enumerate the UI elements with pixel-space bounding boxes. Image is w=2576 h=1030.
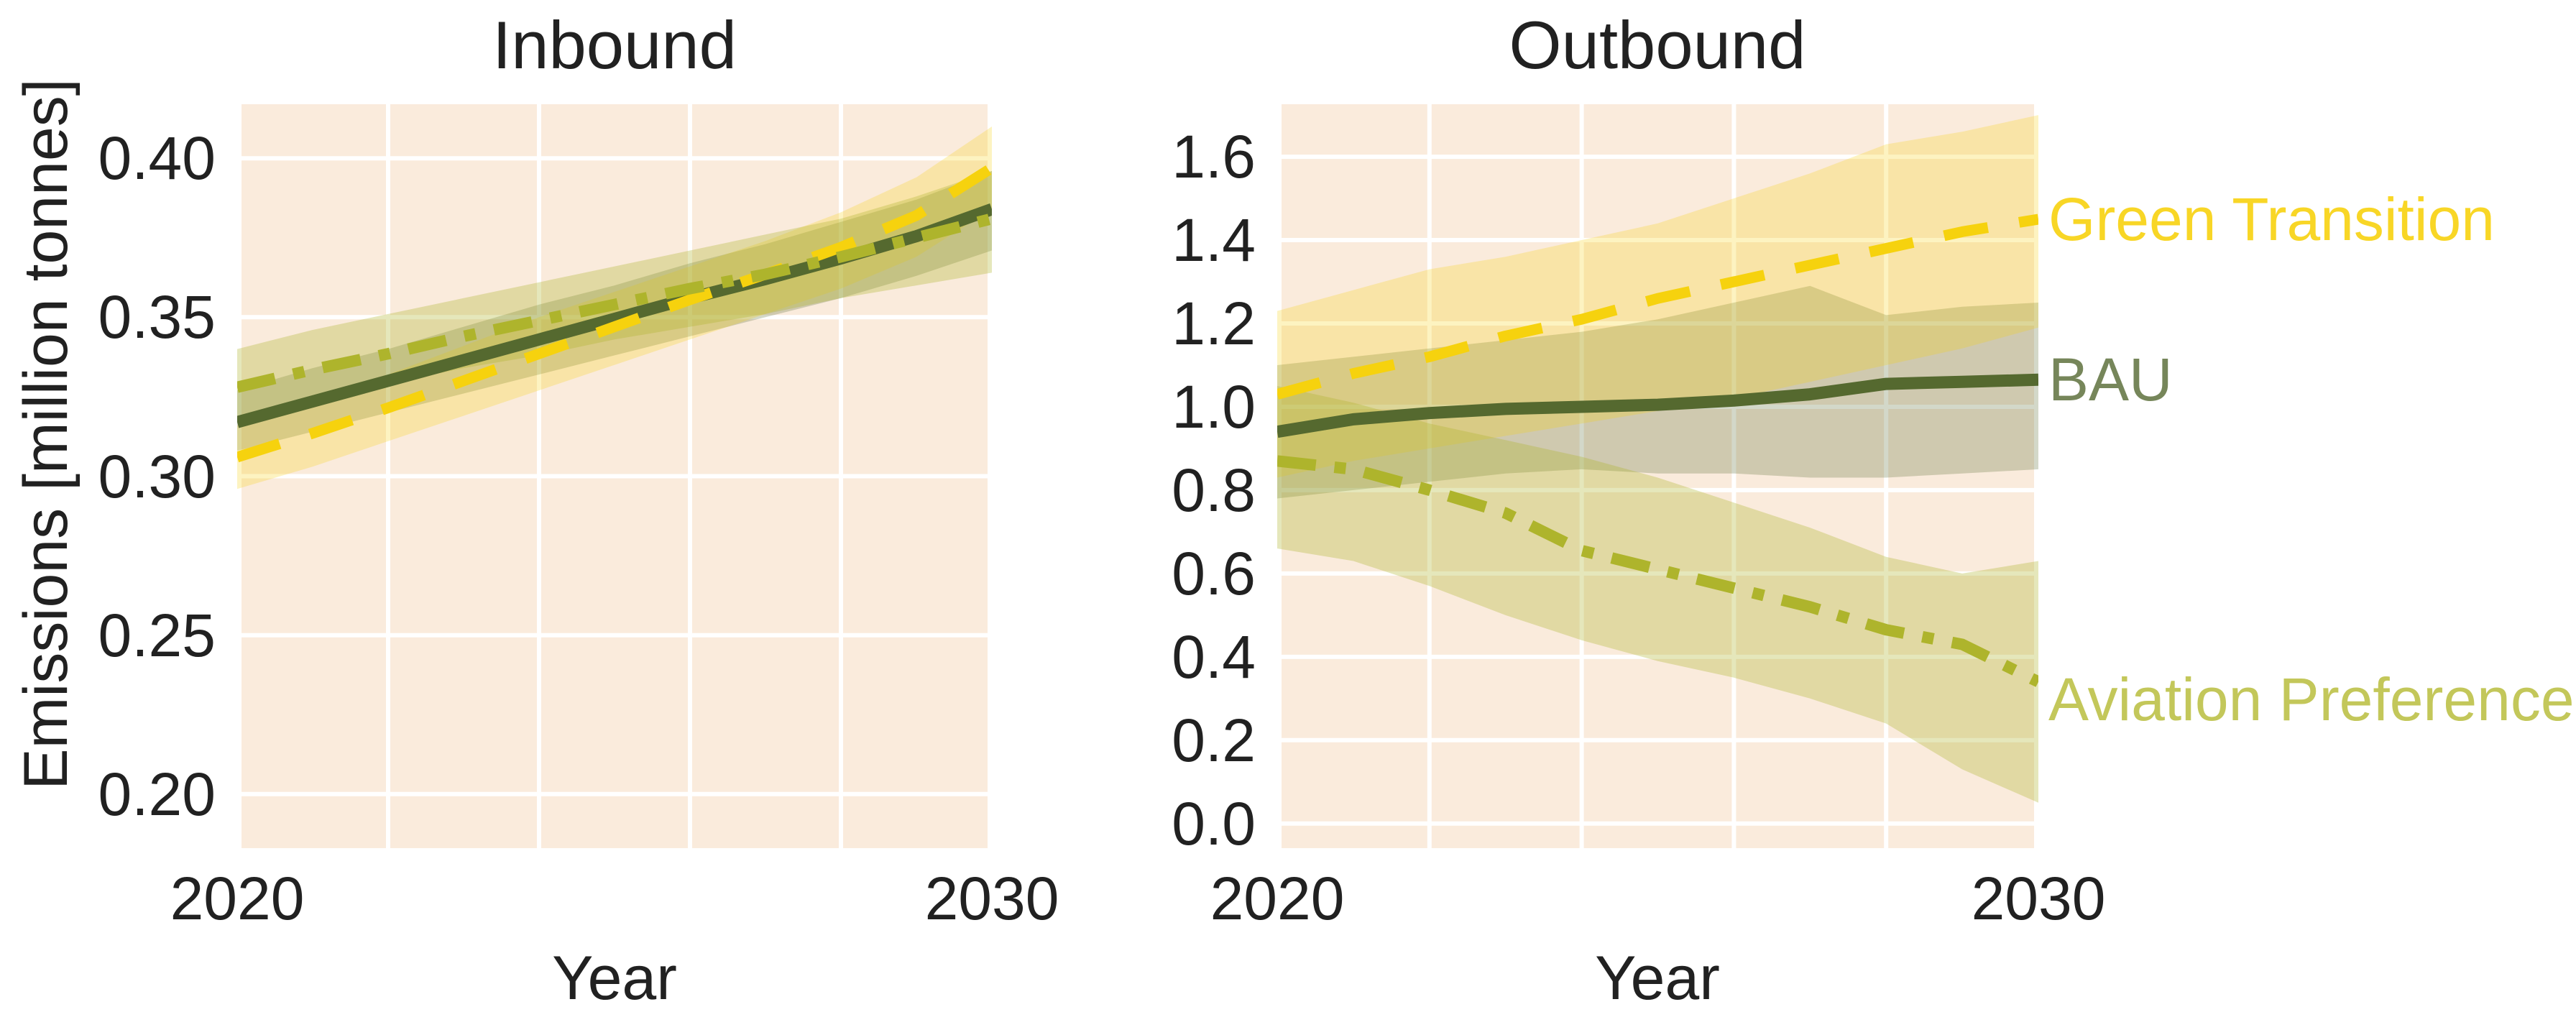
outbound-green_transition-line bbox=[1277, 213, 2038, 400]
outbound-bau-confidence-band bbox=[1277, 285, 2038, 499]
inbound-x-axis-label: Year bbox=[552, 944, 677, 1013]
legend-label-bau: BAU bbox=[2048, 346, 2173, 414]
outbound-bau-line bbox=[1277, 373, 2038, 438]
outbound-y-tick-0.0: 0.0 bbox=[1172, 789, 1256, 857]
inbound-aviation_preference-confidence-band bbox=[237, 170, 992, 416]
inbound-y-tick-0.40: 0.40 bbox=[98, 124, 216, 193]
inbound-plot-area bbox=[237, 104, 992, 848]
inbound-bau-confidence-band bbox=[237, 170, 992, 451]
legend-label-green_transition: Green Transition bbox=[2048, 185, 2495, 254]
inbound-aviation_preference-line bbox=[237, 213, 992, 393]
outbound-y-tick-0.4: 0.4 bbox=[1172, 622, 1256, 691]
outbound-aviation_preference-confidence-band bbox=[1277, 386, 2038, 803]
outbound-y-tick-1.0: 1.0 bbox=[1172, 372, 1256, 441]
inbound-chart-title: Inbound bbox=[492, 7, 737, 83]
inbound-y-tick-0.35: 0.35 bbox=[98, 283, 216, 351]
inbound-y-tick-0.25: 0.25 bbox=[98, 601, 216, 669]
outbound-plot-area bbox=[1277, 104, 2038, 848]
inbound-x-tick-2030: 2030 bbox=[924, 865, 1059, 932]
legend-label-aviation_preference: Aviation Preference bbox=[2048, 665, 2575, 733]
outbound-y-tick-1.4: 1.4 bbox=[1172, 206, 1256, 275]
outbound-y-tick-0.6: 0.6 bbox=[1172, 539, 1256, 607]
outbound-y-tick-1.6: 1.6 bbox=[1172, 123, 1256, 191]
outbound-y-tick-0.2: 0.2 bbox=[1172, 706, 1256, 774]
outbound-x-tick-2030: 2030 bbox=[1971, 865, 2106, 932]
outbound-x-axis-label: Year bbox=[1595, 944, 1720, 1013]
outbound-chart-title: Outbound bbox=[1509, 7, 1806, 83]
inbound-y-tick-0.30: 0.30 bbox=[98, 442, 216, 510]
outbound-x-tick-2020: 2020 bbox=[1210, 865, 1345, 932]
inbound-y-tick-0.20: 0.20 bbox=[98, 760, 216, 828]
inbound-x-tick-2020: 2020 bbox=[170, 865, 305, 932]
outbound-y-tick-0.8: 0.8 bbox=[1172, 456, 1256, 524]
inbound-green_transition-line bbox=[237, 163, 992, 463]
outbound-plot-background bbox=[1277, 104, 2038, 848]
outbound-y-tick-1.2: 1.2 bbox=[1172, 289, 1256, 357]
